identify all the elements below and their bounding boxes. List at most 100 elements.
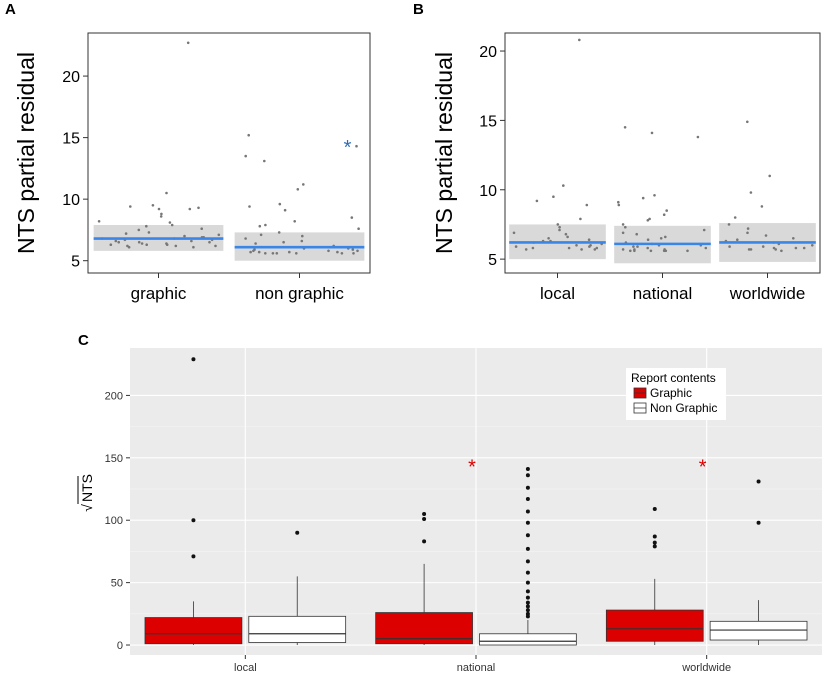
panel-c-significance-star-worldwide: *: [699, 457, 707, 479]
panel-a-point-graphic-32: [145, 243, 148, 246]
panel-b-point-national-11: [621, 223, 625, 226]
panel-a-point-non-graphic-11: [264, 223, 267, 227]
legend-label-non-graphic: Non Graphic: [650, 401, 717, 415]
panel-b-point-local-18: [575, 244, 578, 247]
panel-c-ytick-label-0: 0: [117, 640, 123, 652]
panel-c-ylabel-root: √: [79, 504, 95, 512]
panel-a-point-graphic-34: [109, 243, 113, 246]
panel-b-point-worldwide-9: [792, 237, 795, 240]
panel-a-letter: A: [5, 1, 16, 18]
panel-a-point-non-graphic-33: [249, 250, 252, 254]
panel-a: NTS partial residual 5 10 15 20 graphic non g…: [13, 32, 371, 303]
panel-a-point-graphic-4: [197, 206, 200, 210]
panel-a-point-non-graphic-31: [288, 250, 291, 254]
panel-b-point-national-17: [659, 237, 663, 240]
panel-a-point-graphic-18: [183, 234, 186, 238]
panel-b-letter: B: [413, 1, 424, 18]
panel-a-point-non-graphic-29: [252, 249, 255, 253]
panel-a-point-non-graphic-3: [263, 159, 266, 163]
panel-c-xtick-label-national: national: [457, 662, 496, 674]
panel-a-point-graphic-26: [114, 239, 118, 243]
panel-c-non-graphic-national-outlier-0: [525, 467, 530, 472]
panel-a-point-graphic-25: [190, 239, 193, 243]
panel-b-point-local-25: [580, 248, 583, 251]
panel-c-non-graphic-national-outlier-14: [525, 604, 530, 609]
panel-a-point-graphic-11: [170, 223, 174, 227]
panel-a-point-graphic-17: [217, 233, 221, 237]
panel-c-non-graphic-national-outlier-4: [525, 509, 530, 514]
panel-c-non-graphic-national-outlier-11: [525, 589, 530, 594]
panel-a-point-graphic-28: [117, 240, 120, 244]
panel-b-point-worldwide-22: [749, 248, 753, 251]
panel-b-point-national-10: [646, 219, 650, 222]
panel-c-ylabel-group: √ NTS: [77, 474, 95, 512]
panel-a-point-non-graphic-0: [247, 133, 250, 137]
panel-a-point-graphic-12: [145, 224, 148, 228]
panel-b-point-national-7: [665, 209, 668, 212]
panel-a-point-graphic-7: [160, 212, 163, 216]
panel-b-point-local-22: [567, 246, 571, 250]
panel-a-point-non-graphic-19: [282, 240, 285, 244]
panel-a-point-graphic-33: [165, 243, 169, 246]
panel-b: NTS partial residual 5 10 15 20 local nationa…: [431, 32, 821, 303]
panel-b-point-national-3: [653, 194, 656, 197]
panel-b-point-national-1: [650, 131, 654, 135]
panel-a-point-non-graphic-32: [336, 250, 339, 254]
panel-c-graphic-national-outlier-0: [422, 511, 427, 516]
panel-a-point-graphic-14: [137, 228, 141, 232]
panel-c-graphic-local-outlier-0: [191, 357, 196, 362]
panel-b-point-local-21: [514, 245, 518, 248]
panel-b-point-national-8: [662, 213, 666, 216]
panel-c-non-graphic-worldwide-box: [709, 620, 808, 641]
panel-b-point-worldwide-20: [774, 248, 777, 251]
panel-c-graphic-worldwide-outlier-0: [652, 506, 657, 511]
panel-c-graphic-worldwide-outlier-3: [652, 544, 657, 549]
panel-a-ytick-label-5: 5: [71, 254, 80, 271]
panel-a-point-graphic-8: [159, 215, 163, 218]
panel-a-point-non-graphic-27: [356, 249, 359, 253]
panel-c-ytick-label-150: 150: [105, 453, 123, 465]
panel-b-point-local-4: [585, 203, 589, 207]
panel-b-point-local-24: [531, 246, 535, 250]
panel-b-ytick-label-15: 15: [479, 113, 497, 130]
panel-a-point-graphic-29: [137, 240, 141, 244]
panel-c-graphic-local-outlier-1: [191, 518, 196, 523]
panel-b-point-local-5: [579, 217, 582, 221]
panel-b-point-national-34: [633, 249, 636, 253]
panel-a-point-non-graphic-8: [283, 208, 287, 212]
panel-b-point-worldwide-7: [746, 231, 749, 235]
panel-c-non-graphic-local-outlier-0: [295, 530, 300, 535]
panel-b-point-national-25: [704, 246, 708, 250]
panel-a-point-non-graphic-13: [357, 227, 360, 230]
panel-a-significance-star: *: [344, 137, 352, 159]
panel-a-point-non-graphic-34: [340, 252, 344, 255]
panel-c-non-graphic-national-outlier-3: [525, 497, 530, 502]
panel-c-non-graphic-national-outlier-9: [525, 570, 530, 575]
panel-a-point-graphic-1: [165, 191, 168, 195]
panel-a-point-graphic-10: [168, 221, 172, 224]
panel-b-point-national-13: [702, 228, 706, 232]
panel-b-point-worldwide-14: [811, 244, 814, 247]
panel-a-xtick-label-graphic: graphic: [131, 284, 187, 303]
panel-b-point-local-12: [547, 237, 550, 240]
panel-b-point-national-24: [632, 245, 635, 248]
panel-a-point-non-graphic-20: [254, 242, 257, 245]
panel-c-non-graphic-national-outlier-1: [525, 473, 530, 478]
panel-b-point-national-12: [624, 225, 627, 229]
panel-a-point-non-graphic-6: [278, 202, 282, 206]
panel-b-point-national-2: [696, 135, 700, 139]
panel-b-ytick-label-5: 5: [488, 252, 497, 269]
panel-a-point-non-graphic-18: [300, 239, 304, 243]
panel-b-point-national-18: [646, 238, 650, 241]
panel-a-point-non-graphic-35: [352, 252, 355, 255]
panel-b-point-national-33: [686, 249, 689, 253]
panel-a-xtick-label-non-graphic: non graphic: [255, 284, 344, 303]
panel-b-point-national-16: [664, 235, 667, 239]
panel-c-non-graphic-national-outlier-10: [525, 580, 530, 585]
panel-b-point-worldwide-18: [794, 246, 798, 250]
panel-a-point-graphic-36: [214, 244, 217, 248]
panel-c-non-graphic-national-outlier-8: [525, 559, 530, 564]
panel-c-non-graphic-national-outlier-6: [525, 533, 530, 538]
panel-a-ytick-label-15: 15: [62, 131, 80, 148]
